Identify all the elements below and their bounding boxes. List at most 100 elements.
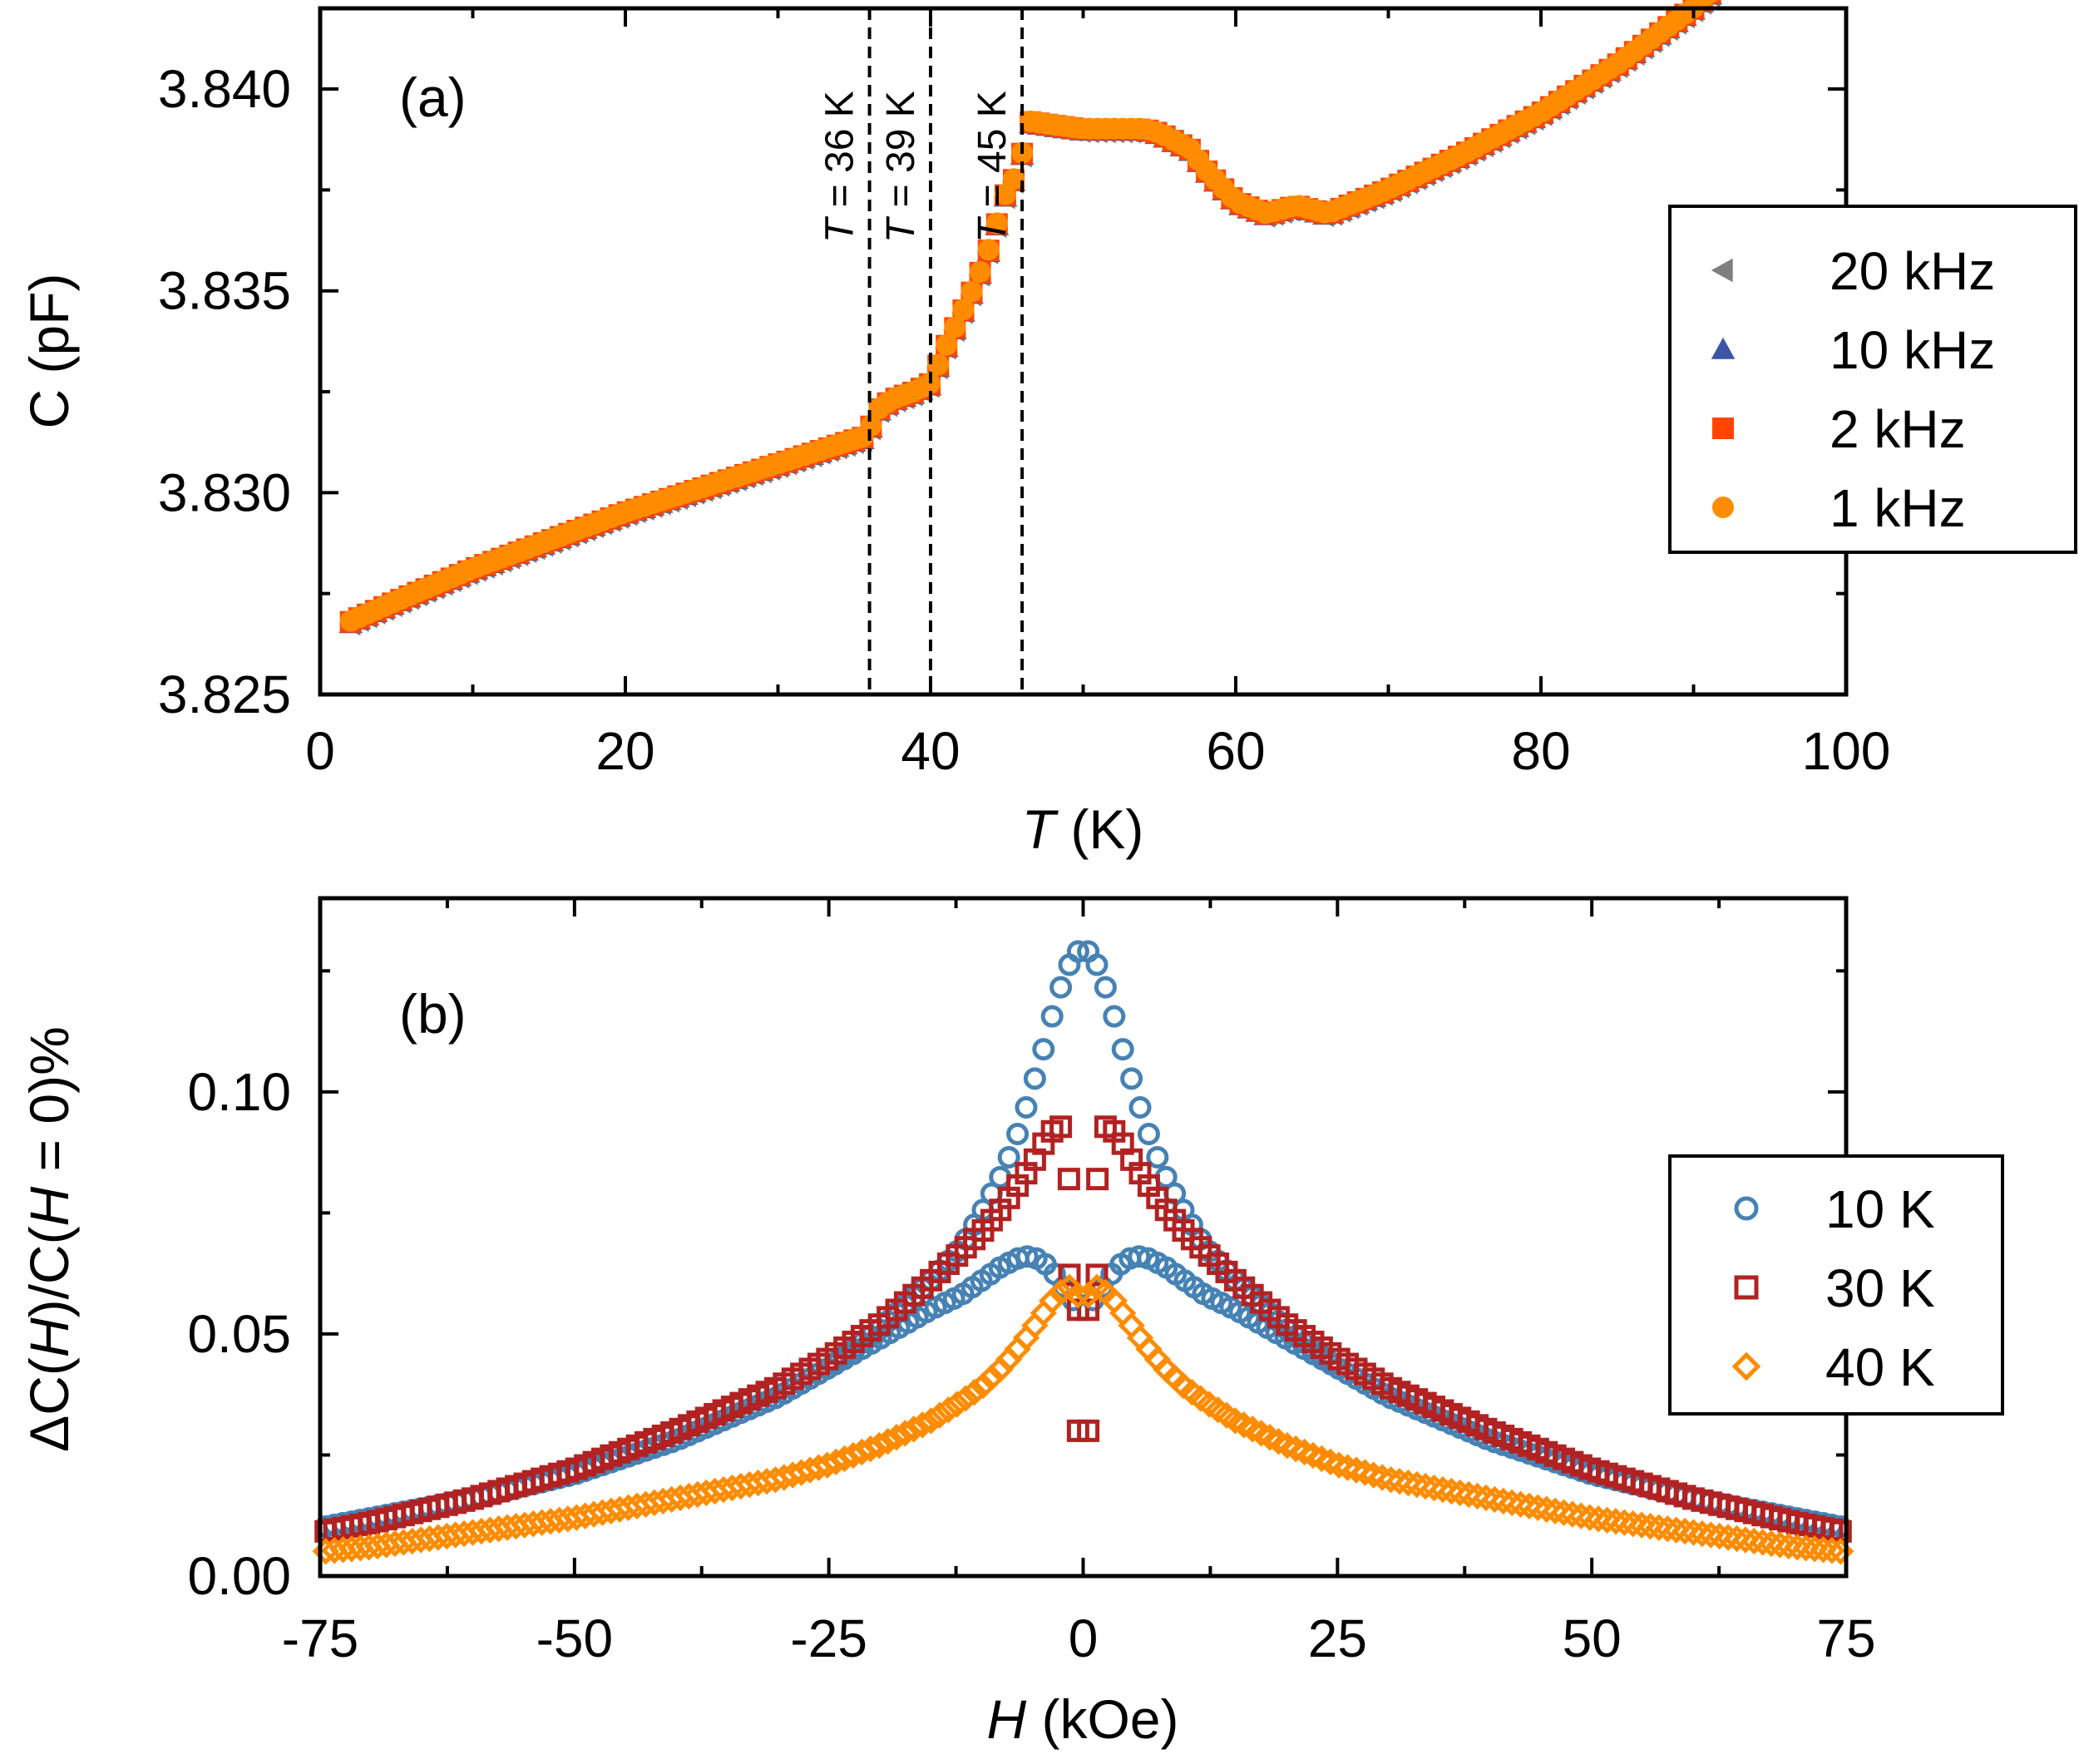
- data-point: [1103, 1005, 1126, 1028]
- data-point: [1049, 976, 1073, 999]
- data-point: [1118, 1312, 1145, 1339]
- data-point: [860, 414, 882, 437]
- x-tick-label: -25: [790, 1608, 867, 1668]
- data-point: [719, 1474, 746, 1502]
- x-tick-label: 25: [1308, 1608, 1367, 1668]
- data-point: [1810, 1536, 1837, 1564]
- data-point: [658, 1485, 685, 1514]
- data-point: [1680, 1519, 1707, 1546]
- panel-b-legend: 10 K 30 K 40 K: [1668, 1154, 2004, 1416]
- data-point: [580, 1500, 608, 1528]
- y-tick-label: 3.840: [158, 59, 291, 119]
- series-30-K: [314, 1115, 1852, 1543]
- x-tick-label: 100: [1802, 721, 1891, 781]
- data-point: [571, 1502, 599, 1529]
- panel-a-transition-lines: T = 36 K T = 39 K T = 45 K: [818, 8, 1025, 694]
- data-point: [424, 1524, 452, 1551]
- data-point: [1489, 1487, 1517, 1515]
- data-point: [485, 1514, 512, 1543]
- legend-entry: 10 K: [1734, 1179, 1935, 1239]
- data-point: [1775, 1532, 1803, 1560]
- series-1-kHz: [339, 0, 1718, 632]
- data-point: [936, 334, 958, 356]
- x-tick-label: -75: [282, 1608, 359, 1668]
- y-tick-label: 0.00: [187, 1546, 291, 1606]
- data-point: [1058, 953, 1081, 976]
- data-point: [1023, 1067, 1046, 1090]
- data-point: [1111, 1038, 1134, 1061]
- data-point: [381, 1529, 409, 1558]
- data-point: [459, 1519, 486, 1546]
- data-point: [1576, 1504, 1603, 1531]
- data-point: [520, 1510, 547, 1538]
- data-point: [1731, 1526, 1760, 1554]
- legend-marker: [1734, 1196, 1759, 1221]
- x-tick-label: 80: [1511, 721, 1570, 781]
- data-point: [1593, 1506, 1621, 1534]
- data-point: [1498, 1489, 1526, 1517]
- data-point: [969, 260, 991, 283]
- data-point: [1766, 1531, 1794, 1559]
- x-tick-label: 75: [1816, 1608, 1875, 1668]
- data-point: [1137, 1123, 1160, 1146]
- data-point: [1671, 1517, 1699, 1545]
- data-point: [1533, 1495, 1560, 1523]
- data-point: [398, 1527, 426, 1555]
- data-point: [1619, 1510, 1647, 1538]
- data-point: [1654, 1514, 1681, 1543]
- data-point: [1558, 1500, 1587, 1528]
- data-point: [442, 1521, 469, 1549]
- panel-b: -75 -50 -25 0 25 50 75 0.00 0.05 0.10 (b) H (kOe)…: [18, 896, 2004, 1750]
- x-tick-label: -50: [536, 1608, 614, 1668]
- data-point: [952, 299, 975, 321]
- legend-entry: 1 kHz: [1712, 478, 1966, 538]
- data-point: [1662, 1516, 1690, 1544]
- data-point: [373, 1531, 400, 1559]
- data-point: [407, 1526, 435, 1554]
- data-point: [1464, 1482, 1491, 1510]
- data-point: [632, 1490, 659, 1519]
- legend-marker: [1731, 1351, 1761, 1381]
- data-point: [623, 1492, 651, 1520]
- data-point: [1697, 1521, 1725, 1549]
- y-tick-label: 0.10: [187, 1062, 291, 1122]
- data-point: [1507, 1490, 1534, 1519]
- data-point: [355, 1534, 383, 1561]
- data-point: [597, 1497, 625, 1524]
- data-point: [701, 1477, 728, 1505]
- panel-a-data-points: [338, 0, 1722, 636]
- data-point: [762, 1465, 789, 1494]
- data-point: [1584, 1505, 1612, 1533]
- data-point: [338, 1535, 366, 1563]
- data-point: [1645, 1514, 1673, 1541]
- y-tick-label: 3.825: [158, 665, 291, 724]
- x-tick-label: 0: [305, 721, 335, 781]
- panel-a-legend-items: 20 kHz 10 kHz 2 kHz 1 kHz: [1711, 241, 1995, 538]
- panel-a-legend-box: [1668, 205, 2077, 554]
- data-point: [546, 1506, 573, 1534]
- legend-entry: 20 kHz: [1711, 241, 1995, 301]
- data-point: [1627, 1511, 1656, 1539]
- panel-a-legend: 20 kHz 10 kHz 2 kHz 1 kHz: [1668, 205, 2077, 554]
- legend-entry: 30 K: [1734, 1258, 1935, 1318]
- y-tick-label: 3.835: [158, 261, 291, 321]
- data-point: [1003, 168, 1025, 190]
- data-point: [606, 1495, 634, 1523]
- data-point: [390, 1529, 417, 1556]
- data-point: [1741, 1527, 1768, 1555]
- legend-marker: [1712, 497, 1734, 518]
- legend-entry: 40 K: [1731, 1337, 1935, 1397]
- panel-b-label: (b): [399, 983, 467, 1045]
- data-point: [1757, 1529, 1785, 1558]
- data-point: [477, 1516, 504, 1544]
- legend-label: 1 kHz: [1830, 478, 1966, 538]
- data-point: [1021, 1312, 1049, 1339]
- data-point: [709, 1475, 738, 1504]
- panel-b-legend-items: 10 K 30 K 40 K: [1731, 1179, 1935, 1397]
- data-point: [666, 1484, 694, 1512]
- data-point: [1818, 1537, 1846, 1564]
- data-point: [1723, 1524, 1751, 1553]
- data-point: [1368, 1464, 1396, 1491]
- series-40-K: [312, 1273, 1854, 1565]
- data-point: [960, 280, 983, 303]
